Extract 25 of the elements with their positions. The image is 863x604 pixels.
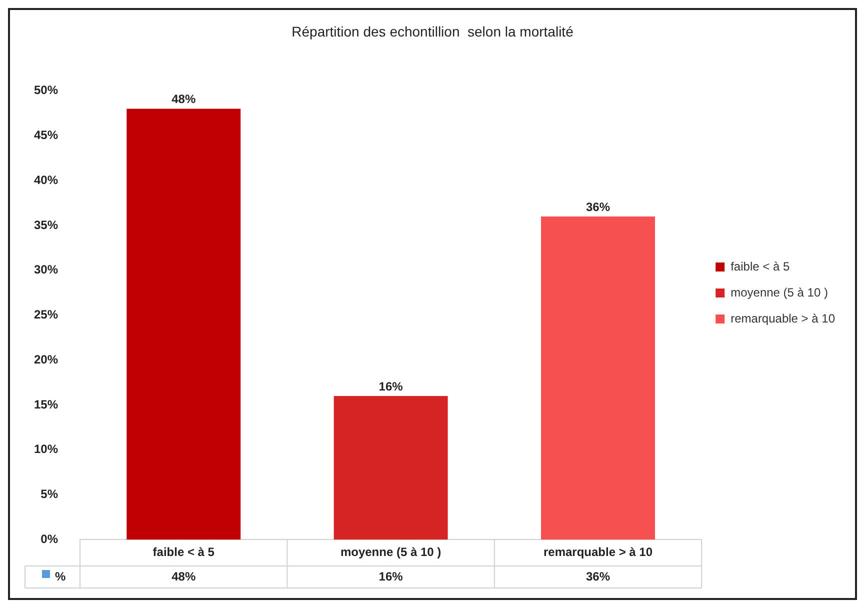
y-tick-label: 50% [34,83,58,98]
y-tick-label: 15% [34,397,58,412]
y-tick-label: 10% [34,442,58,456]
y-tick-label: 5% [40,487,58,502]
chart-title: Répartition des echontillion selon la mortalité [292,23,574,40]
text: % [55,569,66,584]
y-tick-label: 30% [34,262,58,277]
legend-label: remarquable > à 10 [730,311,836,326]
x-tick-label: faible < à 5 [152,545,215,560]
y-tick-label: 25% [34,308,58,322]
data-label: 36% [586,200,610,214]
y-tick-label: 20% [34,352,58,366]
text: 36% [586,569,610,584]
y-tick-label: 0% [40,532,58,546]
x-tick-label: remarquable > à 10 [543,545,653,560]
x-tick-label: moyenne (5 à 10 ) [340,545,442,560]
y-tick-label: 45% [34,128,58,142]
legend-label: moyenne (5 à 10 ) [730,285,828,300]
legend-label: faible < à 5 [730,259,790,274]
data-label: 48% [172,92,196,106]
y-tick-label: 35% [34,218,58,232]
text: 48% [172,569,196,584]
data-label: 16% [378,379,404,394]
y-tick-label: 40% [34,172,58,187]
text: 16% [378,569,403,584]
